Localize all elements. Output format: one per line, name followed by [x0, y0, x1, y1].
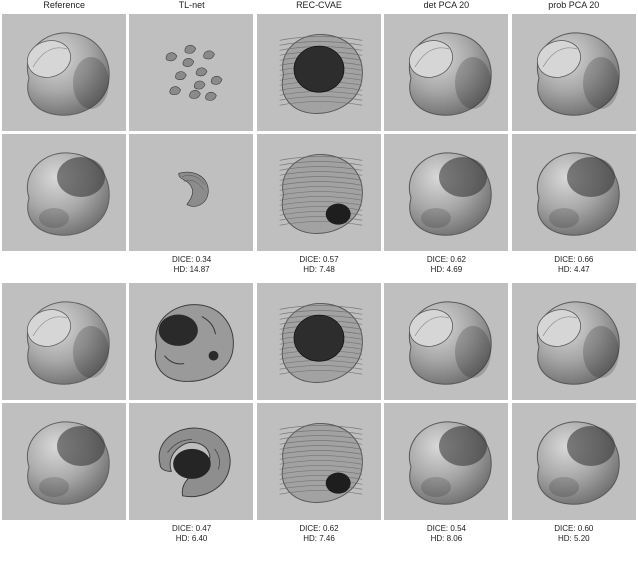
hd-label: HD:: [558, 265, 572, 274]
grid-cell: [2, 283, 126, 400]
hd-value: 8.06: [447, 534, 463, 543]
metrics-row: - DICE: 0.34 HD: 14.87 DICE: 0.57 HD: 7.…: [0, 251, 638, 283]
shape-svg: [139, 415, 243, 509]
grid-cell: [129, 14, 253, 131]
shape-svg: [9, 292, 119, 392]
grid-cell: [257, 403, 381, 520]
hd-label: HD:: [431, 265, 445, 274]
dice-value: 0.34: [196, 255, 212, 264]
metrics-cell: DICE: 0.60 HD: 5.20: [512, 524, 636, 544]
grid-cell: [257, 14, 381, 131]
metrics-cell: DICE: 0.47 HD: 6.40: [129, 524, 253, 544]
grid-block: [0, 283, 638, 520]
shape-svg: [391, 23, 501, 123]
hd-value: 14.87: [190, 265, 210, 274]
shape-svg: [266, 294, 372, 390]
hd-label: HD:: [303, 534, 317, 543]
hd-value: 7.48: [319, 265, 335, 274]
shape-svg: [391, 412, 501, 512]
dice-value: 0.60: [578, 524, 594, 533]
col-header: Reference: [2, 0, 126, 10]
grid-cell: [512, 403, 636, 520]
shape-svg: [391, 143, 501, 243]
metrics-cell: DICE: 0.62 HD: 4.69: [384, 255, 508, 275]
shape-svg: [266, 25, 372, 121]
dice-value: 0.57: [323, 255, 339, 264]
dice-label: DICE:: [427, 524, 448, 533]
shape-svg: [519, 292, 629, 392]
grid-cell: [512, 134, 636, 251]
shape-svg: [266, 414, 372, 510]
grid-cell: [257, 283, 381, 400]
shape-svg: [519, 412, 629, 512]
hd-value: 7.46: [319, 534, 335, 543]
grid-cell: [384, 403, 508, 520]
col-header: TL-net: [129, 0, 253, 10]
grid-cell: [129, 403, 253, 520]
column-headers: Reference TL-net REC-CVAE det PCA 20 pro…: [0, 0, 638, 14]
hd-label: HD:: [174, 265, 188, 274]
grid-cell: [384, 14, 508, 131]
dice-label: DICE:: [172, 255, 193, 264]
grid-cell: [384, 283, 508, 400]
hd-label: HD:: [431, 534, 445, 543]
metrics-cell: DICE: 0.54 HD: 8.06: [384, 524, 508, 544]
grid-cell: [129, 134, 253, 251]
shape-svg: [9, 412, 119, 512]
shape-svg: [146, 151, 236, 235]
hd-label: HD:: [303, 265, 317, 274]
dice-label: DICE:: [299, 524, 320, 533]
dice-label: DICE:: [299, 255, 320, 264]
dice-value: 0.62: [450, 255, 466, 264]
grid-cell: [512, 283, 636, 400]
metrics-cell: DICE: 0.62 HD: 7.46: [257, 524, 381, 544]
grid-cell: [512, 14, 636, 131]
dice-value: 0.62: [323, 524, 339, 533]
shape-svg: [9, 23, 119, 123]
hd-value: 4.69: [447, 265, 463, 274]
dice-label: DICE:: [427, 255, 448, 264]
hd-label: HD:: [558, 534, 572, 543]
metrics-row: - DICE: 0.47 HD: 6.40 DICE: 0.62 HD: 7.4…: [0, 520, 638, 552]
comparison-figure: Reference TL-net REC-CVAE det PCA 20 pro…: [0, 0, 638, 552]
col-header: REC-CVAE: [257, 0, 381, 10]
grid-cell: [384, 134, 508, 251]
grid-cell: [2, 134, 126, 251]
dice-label: DICE:: [554, 524, 575, 533]
col-header: det PCA 20: [384, 0, 508, 10]
grid-block: [0, 14, 638, 251]
shape-svg: [9, 143, 119, 243]
grid-cell: [129, 283, 253, 400]
hd-value: 5.20: [574, 534, 590, 543]
shape-svg: [519, 23, 629, 123]
metrics-cell: DICE: 0.57 HD: 7.48: [257, 255, 381, 275]
dice-label: DICE:: [554, 255, 575, 264]
dice-value: 0.47: [196, 524, 212, 533]
grid-cell: [2, 14, 126, 131]
hd-label: HD:: [176, 534, 190, 543]
shape-svg: [137, 293, 245, 391]
metrics-cell: DICE: 0.34 HD: 14.87: [129, 255, 253, 275]
shape-svg: [139, 26, 243, 120]
metrics-cell: DICE: 0.66 HD: 4.47: [512, 255, 636, 275]
shape-svg: [266, 145, 372, 241]
grid-cell: [257, 134, 381, 251]
col-header: prob PCA 20: [512, 0, 636, 10]
dice-value: 0.54: [450, 524, 466, 533]
dice-label: DICE:: [172, 524, 193, 533]
dice-value: 0.66: [578, 255, 594, 264]
shape-svg: [391, 292, 501, 392]
grid-cell: [2, 403, 126, 520]
hd-value: 4.47: [574, 265, 590, 274]
shape-svg: [519, 143, 629, 243]
hd-value: 6.40: [192, 534, 208, 543]
